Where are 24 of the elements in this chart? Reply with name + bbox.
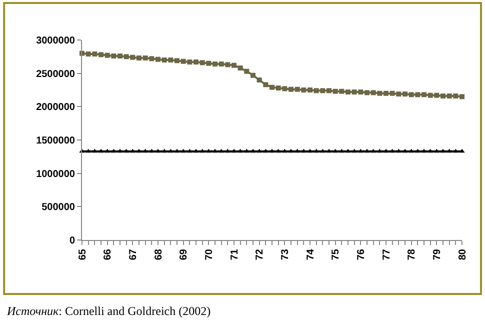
x-tick-label: 78 xyxy=(406,248,418,260)
x-tick-label: 65 xyxy=(77,248,88,260)
x-tick-label: 75 xyxy=(330,248,342,260)
x-tick-label: 69 xyxy=(178,248,190,260)
text: Источник: Cornelli and Goldreich (2002) xyxy=(6,304,211,318)
x-tick-label: 74 xyxy=(305,248,316,260)
y-tick-label: 0 xyxy=(69,236,76,246)
y-tick-label: 2000000 xyxy=(36,102,76,114)
x-tick-label: 79 xyxy=(432,248,443,260)
y-tick-label: 500000 xyxy=(42,202,76,214)
x-tick-label: 70 xyxy=(204,248,215,260)
x-tick-label: 73 xyxy=(280,248,291,260)
x-tick-label: 66 xyxy=(102,248,114,260)
y-tick-label: 1000000 xyxy=(36,168,76,180)
x-tick-label: 67 xyxy=(128,248,139,260)
y-tick-label: 2500000 xyxy=(36,68,76,80)
x-tick-label: 72 xyxy=(254,248,266,260)
y-tick-label: 3000000 xyxy=(36,36,76,46)
x-tick-label: 76 xyxy=(356,248,367,260)
x-tick-label: 80 xyxy=(457,248,468,260)
y-tick-label: 1500000 xyxy=(36,136,76,146)
x-tick-label: 77 xyxy=(381,248,392,260)
x-tick-label: 68 xyxy=(153,248,164,260)
x-tick-label: 71 xyxy=(229,248,240,260)
